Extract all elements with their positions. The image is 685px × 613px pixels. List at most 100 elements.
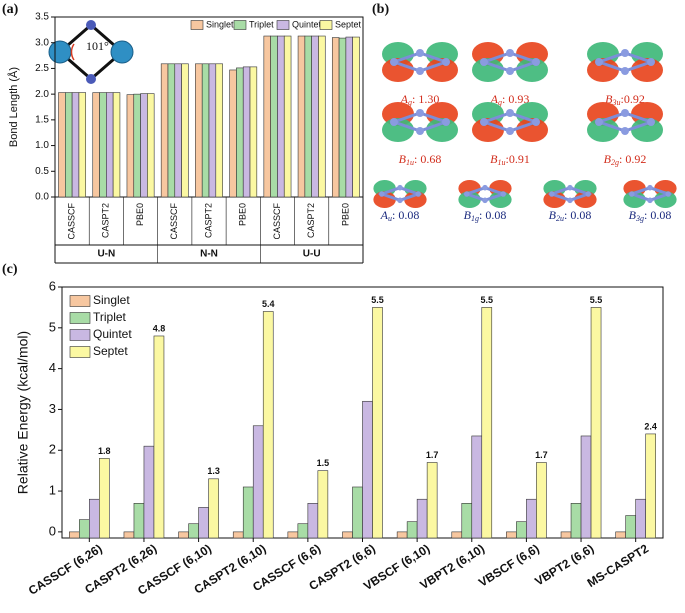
x-tick-label: VBSCF (6,6) [476, 541, 542, 589]
atom [621, 49, 629, 57]
atom [629, 191, 635, 197]
bar [461, 503, 473, 539]
bar [590, 307, 602, 539]
bar [208, 63, 217, 198]
x-tick-label: PBE0 [135, 203, 145, 226]
atom [480, 58, 488, 66]
orbital-label: Au: 0.08 [380, 208, 420, 223]
data-label: 1.3 [207, 466, 220, 476]
orbital-occupation: : 0.92 [619, 152, 646, 166]
orbital-image [382, 42, 458, 82]
bar [181, 63, 189, 198]
orbital-label: B2g: 0.92 [604, 152, 647, 167]
orbital-label: Ag: 0.93 [490, 92, 530, 107]
bar [174, 63, 182, 198]
orbital-label: B1g: 0.08 [464, 208, 507, 223]
atom [416, 49, 424, 57]
bar [311, 35, 319, 198]
bar [69, 531, 80, 539]
orbital-symbol: A [400, 92, 409, 106]
orbital-occupation: :0.91 [506, 152, 530, 166]
panel-label: (b) [372, 2, 389, 17]
bar [153, 335, 165, 539]
x-tick-label: CASSCF [272, 203, 282, 240]
orbital-occupation: : 0.08 [479, 208, 506, 222]
bar [133, 93, 141, 198]
orbital-symbol: B [399, 152, 407, 166]
atom [442, 58, 450, 66]
bar [99, 458, 110, 539]
atom [500, 191, 507, 197]
y-tick-label: 4 [49, 360, 56, 375]
bar [338, 37, 347, 198]
y-tick-label: 0.5 [35, 166, 49, 177]
atom [506, 67, 514, 75]
x-tick-label: CASPT2 [203, 203, 213, 238]
orbital-lobe [472, 118, 504, 142]
bar [249, 66, 258, 198]
atom [621, 127, 629, 135]
bar [99, 92, 107, 198]
bar [252, 425, 264, 539]
orbital-lobe [516, 58, 548, 82]
legend-swatch [233, 20, 247, 30]
orbital-subscript: g [408, 98, 412, 107]
bar [416, 498, 428, 539]
bar [89, 498, 100, 539]
x-tick-label: CASSCF [169, 203, 179, 240]
bar [560, 531, 572, 539]
bar [167, 63, 176, 198]
legend-swatch [69, 329, 91, 341]
orbital-lobe [587, 118, 619, 142]
atom [482, 184, 488, 191]
orbital-image [472, 102, 548, 142]
bar [133, 503, 145, 539]
orbital-symbol: B [464, 208, 472, 222]
group-label: U-N [97, 249, 115, 260]
bar [242, 66, 251, 198]
legend-label: Singlet [93, 293, 130, 307]
atom [549, 191, 555, 197]
panel-label: (c) [2, 262, 18, 277]
atom [506, 127, 514, 135]
legend-label: Triplet [249, 19, 274, 29]
y-axis-label: Bond Length (Å) [7, 67, 20, 147]
atom [647, 197, 653, 204]
bar [236, 67, 244, 198]
orbital-label: B1u: 0.68 [399, 152, 442, 167]
group-label: U-U [303, 249, 321, 260]
y-tick-label: 1.5 [35, 114, 49, 125]
bar [65, 92, 73, 198]
bar [106, 92, 114, 198]
bar [270, 35, 278, 198]
y-tick-label: 6 [49, 278, 56, 293]
bar [645, 433, 656, 539]
legend-label: Triplet [93, 310, 127, 324]
atom [506, 49, 514, 57]
bar [58, 92, 66, 198]
x-tick-label: PBE0 [340, 203, 350, 226]
bar [143, 445, 155, 539]
bar [147, 93, 155, 198]
bar [198, 507, 209, 539]
orbital-image [623, 180, 677, 209]
legend-swatch [190, 20, 204, 30]
atom [506, 109, 514, 117]
orbital-symbol: B [490, 152, 498, 166]
orbital-lobe [426, 58, 458, 82]
atom [621, 67, 629, 75]
atom [397, 184, 403, 191]
atom [647, 184, 653, 191]
bar [318, 35, 326, 198]
data-label: 5.5 [590, 295, 603, 305]
bar [78, 92, 87, 198]
bar [242, 486, 254, 539]
atom [595, 118, 603, 126]
orbital-subscript: 1u [406, 158, 414, 167]
bar [229, 69, 237, 198]
atom [532, 58, 540, 66]
y-tick-label: 3.5 [35, 12, 49, 23]
data-label: 1.7 [426, 450, 439, 460]
bar [201, 63, 210, 198]
orbital-image [543, 180, 597, 209]
